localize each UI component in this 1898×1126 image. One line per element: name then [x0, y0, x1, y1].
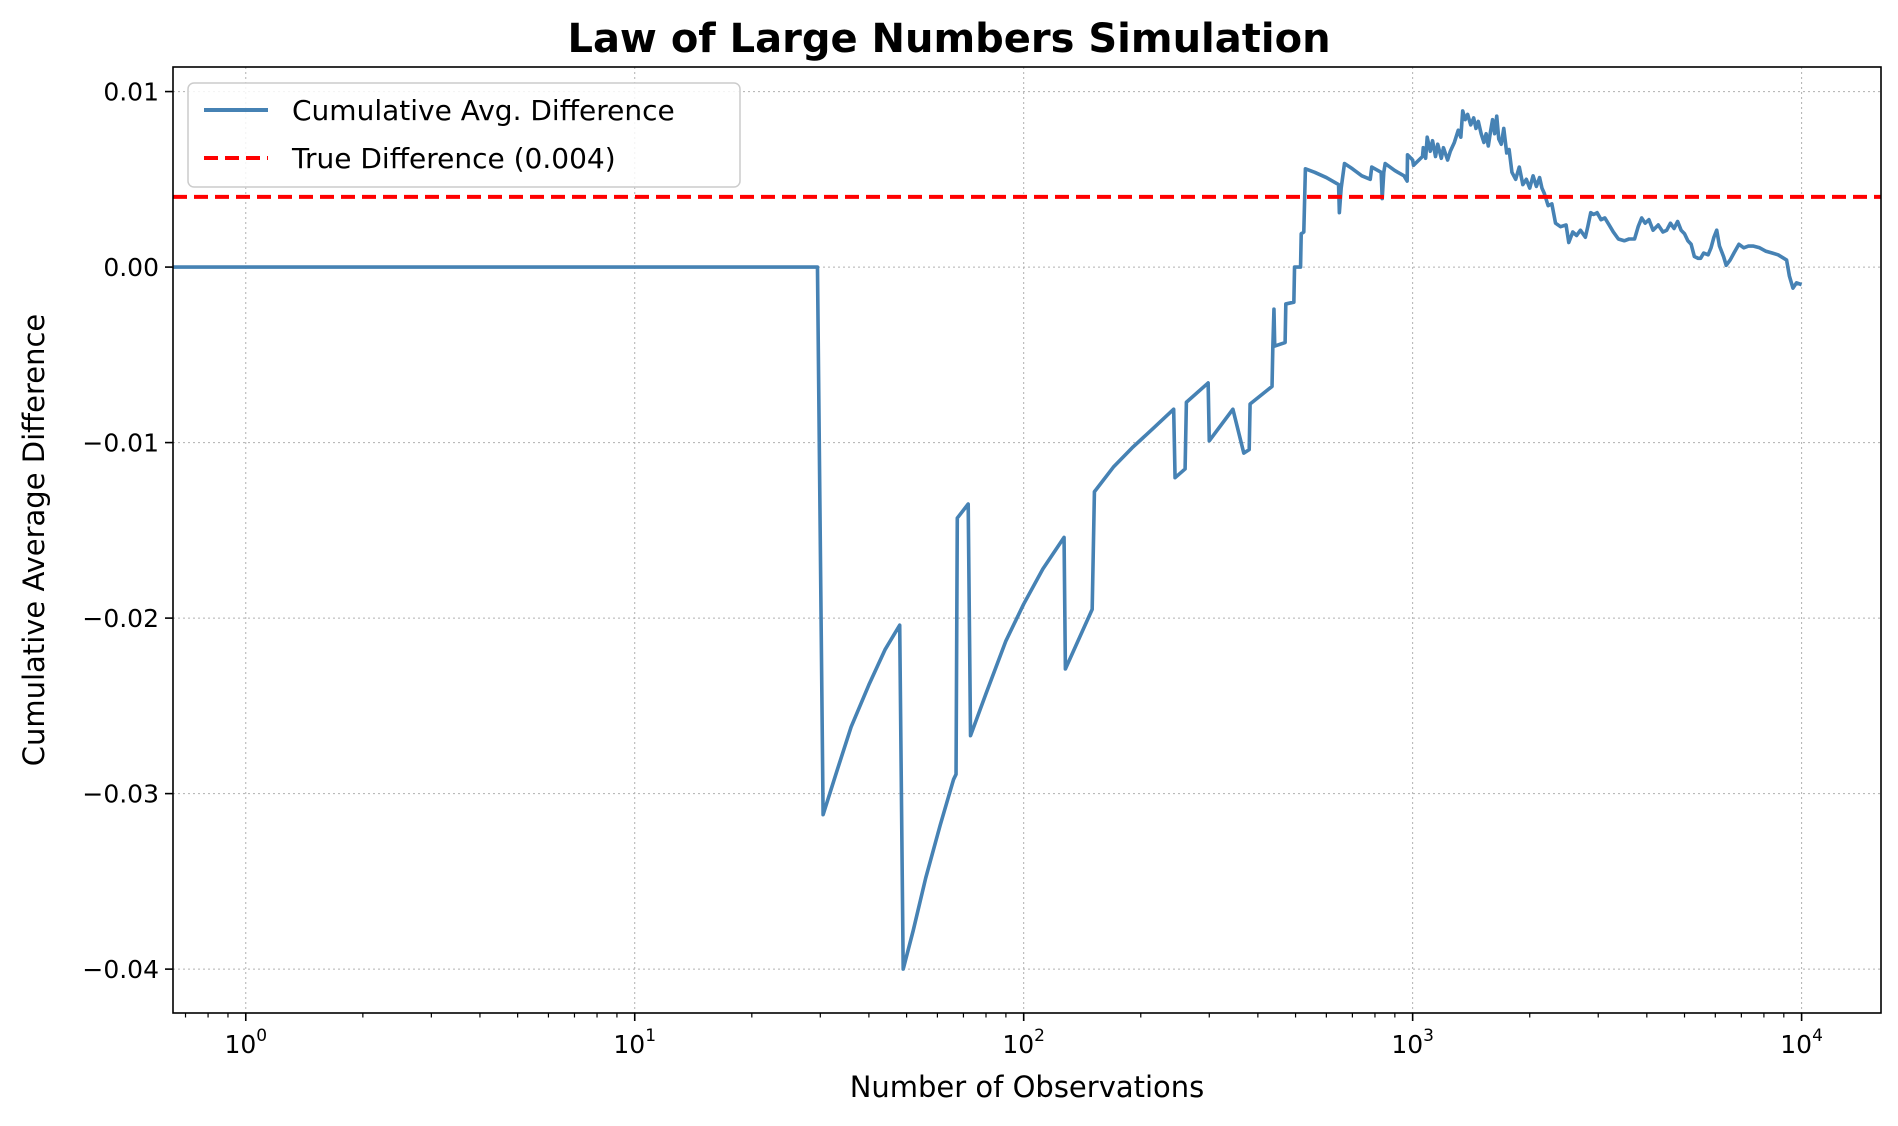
x-tick-label: 104 [1780, 1026, 1823, 1059]
axis-ticks: 100 101 102 103 104 0.01 0.00 −0.01 −0.02 −0.03 −0… [82, 78, 1823, 1059]
x-tick-label: 100 [224, 1026, 267, 1059]
series-line-cumulative-avg [173, 109, 1803, 971]
legend-label-cumulative: Cumulative Avg. Difference [292, 94, 675, 127]
x-tick-label: 103 [1391, 1026, 1434, 1059]
legend-box [187, 82, 741, 188]
x-tick-label: 101 [613, 1026, 656, 1059]
y-tick-label: 0.00 [103, 253, 159, 282]
y-tick-label: −0.04 [82, 955, 159, 984]
y-axis-label: Cumulative Average Difference [17, 314, 51, 767]
series-layer [173, 109, 1881, 971]
legend: Cumulative Avg. Difference True Differen… [187, 82, 741, 188]
y-tick-label: −0.03 [82, 780, 159, 809]
plot-area [173, 67, 1881, 1013]
legend-label-true-difference: True Difference (0.004) [291, 142, 616, 175]
x-tick-label: 102 [1002, 1026, 1045, 1059]
chart-title: Law of Large Numbers Simulation [567, 16, 1330, 62]
plot-frame [172, 66, 1882, 1014]
y-tick-label: −0.01 [82, 429, 159, 458]
y-tick-label: −0.02 [82, 604, 159, 633]
y-tick-label: 0.01 [103, 78, 159, 107]
x-axis-label: Number of Observations [850, 1070, 1205, 1104]
